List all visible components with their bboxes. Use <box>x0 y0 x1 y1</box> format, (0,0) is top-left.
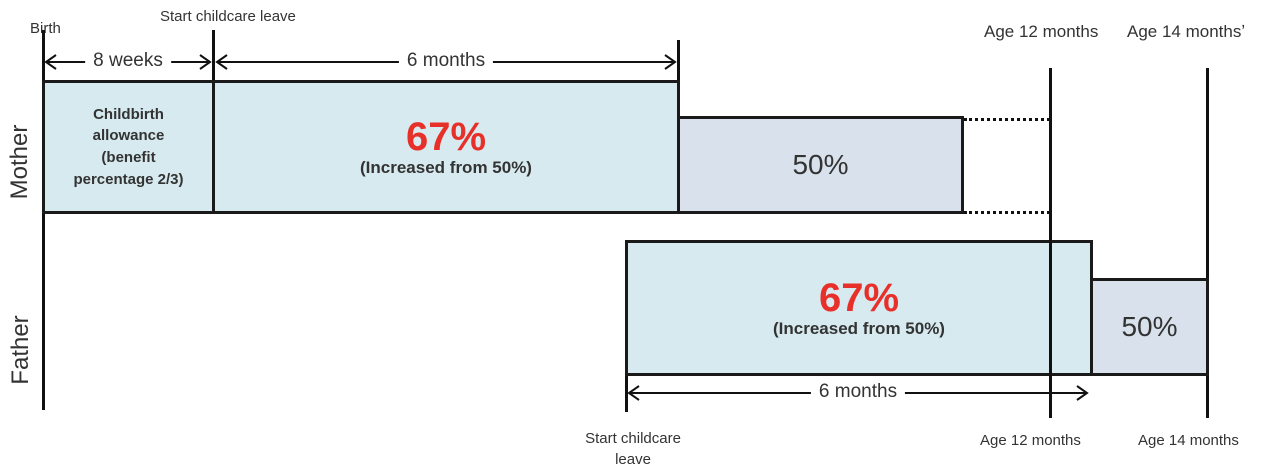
label-6-months-father: 6 months <box>810 381 906 403</box>
mother-dotted-top <box>964 118 1050 121</box>
arrow-8-weeks: 8 weeks <box>44 50 212 72</box>
father-50-percent: 50% <box>1121 311 1178 342</box>
childbirth-allowance-box: Childbirth allowance (benefit percentage… <box>42 80 215 214</box>
age14-top-label: Age 14 monthsʼ <box>1127 22 1246 41</box>
mother-67-percent: 67% <box>405 115 487 159</box>
arrow-6-months-mother: 6 months <box>215 50 677 72</box>
mother-67-note: (Increased from 50%) <box>360 158 532 177</box>
start-leave-bottom-line1: Start childcare <box>585 430 681 447</box>
label-6-months-mother: 6 months <box>398 50 494 72</box>
row-label-father: Father <box>7 315 34 385</box>
mother-50-percent: 50% <box>792 149 849 180</box>
allowance-line-4: percentage 2/3) <box>73 170 184 188</box>
father-67-box: 67% (Increased from 50%) <box>625 240 1093 376</box>
label-8-weeks: 8 weeks <box>85 50 171 72</box>
age12-overlay-line <box>1049 240 1052 376</box>
start-leave-top-label: Start childcare leave <box>160 8 296 25</box>
start-leave-bottom-label: Start childcare leave <box>573 428 693 470</box>
start-leave-bottom-line2: leave <box>615 451 651 468</box>
age14-line <box>1206 68 1209 418</box>
age14-bottom-label: Age 14 months <box>1138 432 1239 449</box>
father-67-percent: 67% <box>818 276 900 320</box>
allowance-line-3: (benefit <box>101 149 156 166</box>
mother-67-box: 67% (Increased from 50%) <box>212 80 680 214</box>
mother-dotted-bottom <box>964 211 1050 214</box>
father-50-box: 50% <box>1090 278 1209 376</box>
father-67-note: (Increased from 50%) <box>773 319 945 338</box>
age12-bottom-label: Age 12 months <box>980 432 1081 449</box>
age12-top-label: Age 12 months <box>984 22 1099 41</box>
allowance-line-1: Childbirth <box>93 105 164 123</box>
father-leave-start-line <box>625 372 628 412</box>
birth-line <box>42 30 45 410</box>
allowance-line-2: allowance <box>92 127 165 145</box>
row-label-mother: Mother <box>6 124 33 200</box>
birth-label: Birth <box>30 20 61 37</box>
arrow-6-months-father: 6 months <box>627 381 1089 403</box>
mother-50-box: 50% <box>677 116 964 214</box>
